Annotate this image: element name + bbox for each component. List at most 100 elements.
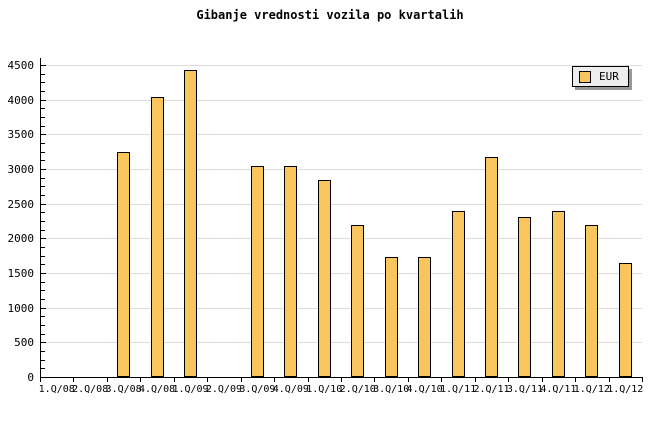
x-tick: [407, 378, 409, 382]
x-tick: [608, 378, 610, 382]
y-minor-tick: [41, 359, 45, 361]
bar: [418, 257, 432, 377]
y-tick-label: 2500: [7, 197, 35, 211]
y-major-tick: [41, 342, 46, 344]
x-tick-label: 1.Q/11: [439, 384, 477, 395]
bar: [485, 157, 498, 377]
y-minor-tick: [41, 73, 45, 75]
bar: [551, 211, 565, 377]
bar: [250, 165, 264, 377]
x-tick-label: 3.Q/09: [239, 384, 276, 395]
y-minor-tick: [41, 212, 45, 214]
y-minor-tick: [41, 316, 45, 318]
x-tick-label: 2.Q/10: [339, 384, 376, 395]
x-tick-label: 4.Q/09: [272, 384, 309, 395]
x-tick: [541, 378, 543, 382]
gridline: [40, 99, 642, 101]
y-major-tick: [41, 203, 46, 205]
gridline: [40, 65, 642, 66]
x-tick-label: 4.Q/08: [138, 384, 176, 395]
y-tick-label: 1500: [7, 267, 35, 280]
y-minor-tick: [41, 351, 45, 352]
x-tick: [140, 378, 142, 382]
x-tick: [374, 378, 376, 382]
y-minor-tick: [41, 368, 45, 370]
x-tick-label: 2.Q/09: [205, 384, 242, 395]
x-tick-label: 1.Q/08: [38, 384, 75, 395]
bar: [184, 69, 197, 377]
y-minor-tick: [41, 221, 45, 222]
y-minor-tick: [41, 195, 45, 196]
y-minor-tick: [41, 290, 45, 292]
y-minor-tick: [41, 160, 45, 162]
x-tick-label: 1.Q/12: [607, 384, 644, 395]
y-minor-tick: [41, 333, 45, 335]
y-major-tick: [41, 99, 46, 101]
bar: [150, 96, 164, 377]
y-minor-tick: [41, 177, 45, 179]
y-minor-tick: [41, 325, 45, 326]
x-tick: [40, 378, 41, 382]
legend-swatch-icon: [579, 70, 591, 83]
y-major-tick: [41, 134, 46, 136]
y-major-tick: [41, 307, 46, 309]
y-tick-label: 0: [27, 371, 34, 384]
x-tick: [73, 378, 75, 382]
x-tick: [441, 378, 443, 382]
x-axis-line: [40, 377, 643, 378]
x-tick-label: 3.Q/11: [506, 384, 543, 395]
y-minor-tick: [41, 255, 45, 257]
y-minor-tick: [41, 151, 45, 153]
x-tick-label: 2.Q/11: [473, 384, 510, 395]
x-tick-label: 4.Q/11: [540, 384, 577, 395]
y-tick-label: 4000: [7, 93, 35, 107]
bar: [384, 257, 398, 377]
x-tick: [173, 378, 175, 382]
x-tick: [274, 378, 276, 382]
x-tick: [575, 378, 577, 382]
x-tick: [642, 378, 643, 382]
gridline: [40, 307, 642, 309]
x-tick-label: 3.Q/08: [105, 384, 142, 395]
y-tick-label: 3000: [7, 163, 35, 176]
bar: [518, 216, 532, 377]
x-tick: [341, 378, 342, 382]
y-major-tick: [41, 238, 46, 240]
y-tick-label: 4500: [7, 59, 35, 72]
y-minor-tick: [41, 186, 45, 188]
bar: [585, 225, 599, 377]
x-tick: [106, 378, 108, 382]
x-tick: [207, 378, 209, 382]
legend-box: EUR: [572, 66, 629, 87]
y-tick-label: 2000: [7, 232, 35, 246]
x-tick-label: 1.Q/12: [573, 384, 610, 395]
gridline: [40, 238, 642, 240]
x-tick-label: 1.Q/09: [172, 384, 209, 395]
y-tick-label: 1000: [7, 301, 35, 315]
gridline: [40, 134, 642, 136]
x-tick-label: 2.Q/08: [72, 384, 109, 395]
y-major-tick: [41, 65, 46, 66]
x-tick-label: 1.Q/10: [306, 384, 343, 395]
x-tick-label: 3.Q/10: [373, 384, 410, 395]
y-major-tick: [41, 169, 46, 170]
y-minor-tick: [41, 82, 45, 84]
y-major-tick: [41, 273, 46, 274]
gridline: [40, 203, 642, 205]
x-tick: [508, 378, 510, 382]
y-minor-tick: [41, 299, 45, 300]
y-minor-tick: [41, 264, 45, 266]
bar: [117, 152, 131, 377]
bar: [618, 262, 632, 377]
y-minor-tick: [41, 247, 45, 248]
bar: [351, 225, 365, 377]
gridline: [40, 169, 642, 170]
x-tick: [474, 378, 476, 382]
y-minor-tick: [41, 91, 45, 92]
bar: [284, 165, 298, 377]
y-minor-tick: [41, 143, 45, 144]
gridline: [40, 342, 642, 344]
y-axis-line: [40, 58, 41, 381]
